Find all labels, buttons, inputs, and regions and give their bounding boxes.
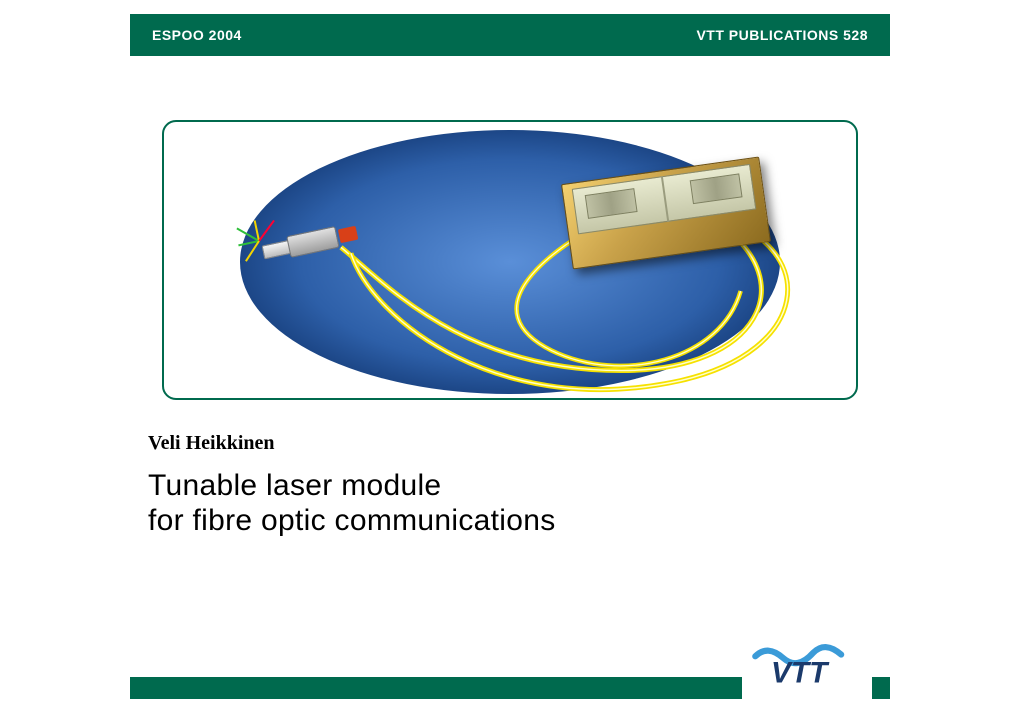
header-right-text: VTT PUBLICATIONS 528 [696, 27, 868, 43]
header-band: ESPOO 2004 VTT PUBLICATIONS 528 [130, 14, 890, 56]
title-line-2: for fibre optic communications [148, 504, 556, 537]
header-left-text: ESPOO 2004 [152, 27, 242, 43]
cover-image-frame [162, 120, 858, 400]
author-name: Veli Heikkinen [148, 432, 275, 455]
vtt-logo: VTT [742, 633, 872, 699]
publication-title: Tunable laser module for fibre optic com… [148, 468, 556, 539]
logo-text: VTT [771, 657, 830, 690]
connector-body [286, 226, 339, 258]
title-line-1: Tunable laser module [148, 469, 441, 502]
